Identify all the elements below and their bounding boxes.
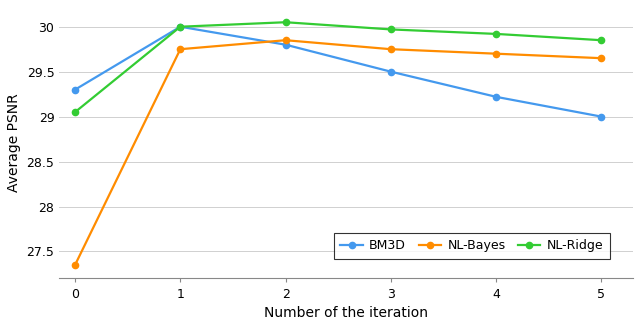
NL-Ridge: [71, 110, 79, 114]
X-axis label: Number of the iteration: Number of the iteration: [264, 306, 428, 320]
NL-Ridge: [282, 20, 289, 24]
BM3D: [598, 115, 605, 119]
NL-Bayes: [598, 56, 605, 60]
Line: NL-Bayes: NL-Bayes: [72, 37, 605, 268]
Line: NL-Ridge: NL-Ridge: [72, 19, 605, 115]
NL-Ridge: [177, 25, 184, 29]
BM3D: [71, 88, 79, 92]
BM3D: [387, 70, 395, 74]
Legend: BM3D, NL-Bayes, NL-Ridge: BM3D, NL-Bayes, NL-Ridge: [334, 233, 609, 259]
BM3D: [492, 95, 500, 99]
NL-Bayes: [177, 47, 184, 51]
Y-axis label: Average PSNR: Average PSNR: [7, 93, 21, 192]
NL-Ridge: [492, 32, 500, 36]
Line: BM3D: BM3D: [72, 24, 605, 120]
NL-Bayes: [71, 263, 79, 267]
BM3D: [282, 43, 289, 47]
NL-Bayes: [282, 38, 289, 42]
NL-Ridge: [598, 38, 605, 42]
NL-Bayes: [387, 47, 395, 51]
NL-Ridge: [387, 27, 395, 31]
BM3D: [177, 25, 184, 29]
NL-Bayes: [492, 52, 500, 56]
